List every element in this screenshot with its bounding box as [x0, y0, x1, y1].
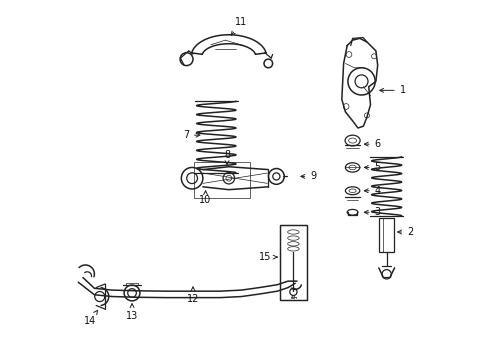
Text: 9: 9 [301, 171, 316, 181]
Bar [280, 225, 307, 300]
Text: 10: 10 [199, 191, 212, 205]
Bar [280, 225, 307, 300]
Text: 14: 14 [84, 310, 98, 325]
Text: 5: 5 [365, 162, 381, 172]
Text: 13: 13 [126, 304, 138, 320]
Ellipse shape [349, 189, 356, 193]
Text: 7: 7 [183, 130, 200, 140]
Text: 6: 6 [365, 139, 381, 149]
Text: 8: 8 [224, 150, 230, 166]
Text: 3: 3 [365, 207, 381, 217]
Text: 4: 4 [365, 186, 381, 196]
Ellipse shape [349, 138, 357, 143]
Text: 12: 12 [187, 287, 199, 304]
Text: 11: 11 [231, 17, 247, 35]
Bar [194, 162, 250, 198]
Text: 15: 15 [259, 252, 277, 262]
Text: 2: 2 [398, 227, 413, 237]
Text: 1: 1 [380, 85, 406, 95]
Bar [379, 218, 394, 252]
